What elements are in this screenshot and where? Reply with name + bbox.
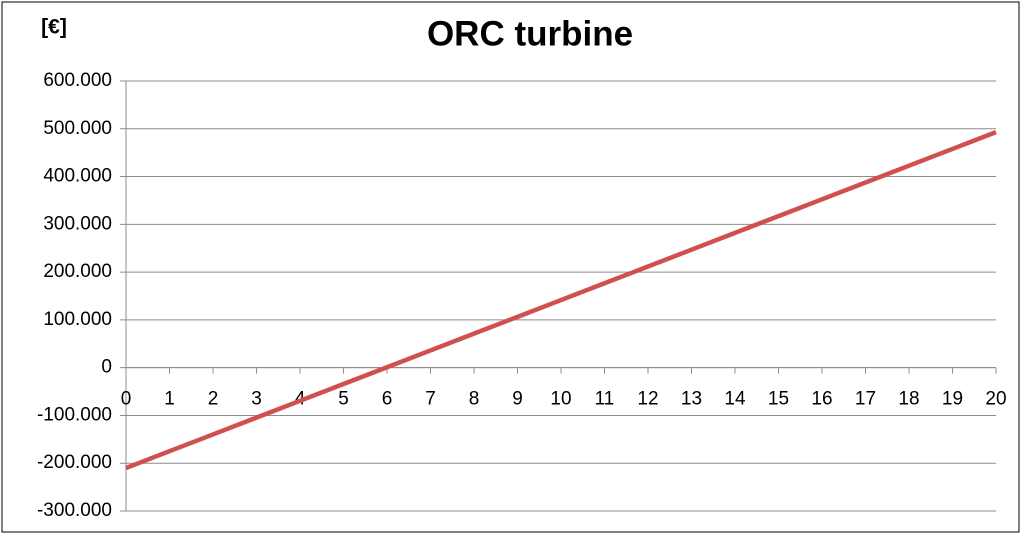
x-tick-label: 7 <box>425 389 436 410</box>
x-tick-label: 3 <box>251 389 262 410</box>
y-tick-label: 100.000 <box>43 309 112 330</box>
x-tick-label: 16 <box>811 389 832 410</box>
x-tick-label: 1 <box>164 389 175 410</box>
y-tick-label: 300.000 <box>43 213 112 234</box>
x-tick-label: 19 <box>942 389 963 410</box>
x-tick-label: 0 <box>121 389 132 410</box>
x-tick-label: 11 <box>595 389 615 410</box>
chart-title: ORC turbine <box>427 14 633 53</box>
x-tick-label: 10 <box>550 389 571 410</box>
x-tick-label: 15 <box>768 389 789 410</box>
x-tick-label: 20 <box>985 389 1006 410</box>
x-tick-label: 9 <box>512 389 523 410</box>
y-tick-label: 0 <box>101 357 112 378</box>
x-tick-label: 17 <box>855 389 876 410</box>
y-tick-label: -200.000 <box>37 452 112 473</box>
y-tick-label: 400.000 <box>43 166 112 187</box>
x-tick-label: 18 <box>898 389 919 410</box>
x-tick-label: 12 <box>637 389 658 410</box>
chart-frame <box>1 1 1020 533</box>
y-tick-label: 500.000 <box>43 118 112 139</box>
y-tick-label: -300.000 <box>37 500 112 521</box>
x-tick-label: 14 <box>724 389 746 410</box>
x-tick-label: 2 <box>208 389 219 410</box>
x-tick-label: 13 <box>681 389 702 410</box>
y-tick-label: 200.000 <box>43 261 112 282</box>
data-line <box>125 130 997 471</box>
x-tick-label: 8 <box>469 389 480 410</box>
y-axis-label: [€] <box>41 16 67 39</box>
y-tick-label: 600.000 <box>43 70 112 91</box>
x-tick-label: 5 <box>338 389 349 410</box>
y-tick-label: -100.000 <box>37 404 112 425</box>
x-tick-label: 6 <box>382 389 393 410</box>
